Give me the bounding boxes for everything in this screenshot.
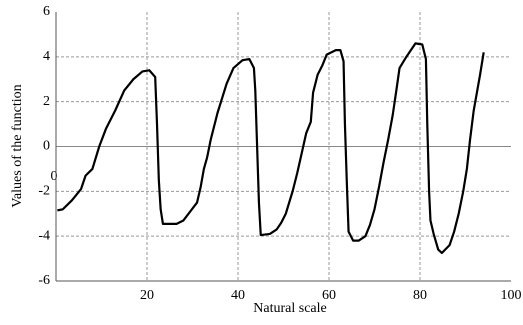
y-tick-label: 0	[43, 139, 50, 154]
x-axis-label: Natural scale	[253, 301, 326, 316]
x-tick-label: 60	[322, 288, 336, 303]
origin-label: 0	[51, 169, 58, 184]
data-line	[57, 42, 485, 255]
y-tick-label: 2	[43, 94, 50, 109]
x-tick-label: 80	[413, 288, 427, 303]
x-tick-label: 40	[231, 288, 245, 303]
y-axis-label: Values of the function	[10, 84, 25, 207]
y-tick-label: 6	[43, 4, 50, 19]
x-tick-label: 20	[140, 288, 154, 303]
x-tick-label: 100	[501, 288, 522, 303]
y-tick-label: -2	[38, 184, 50, 199]
y-tick-label: 4	[43, 49, 50, 64]
y-tick-label: -6	[38, 273, 50, 288]
y-tick-label: -4	[38, 228, 50, 243]
